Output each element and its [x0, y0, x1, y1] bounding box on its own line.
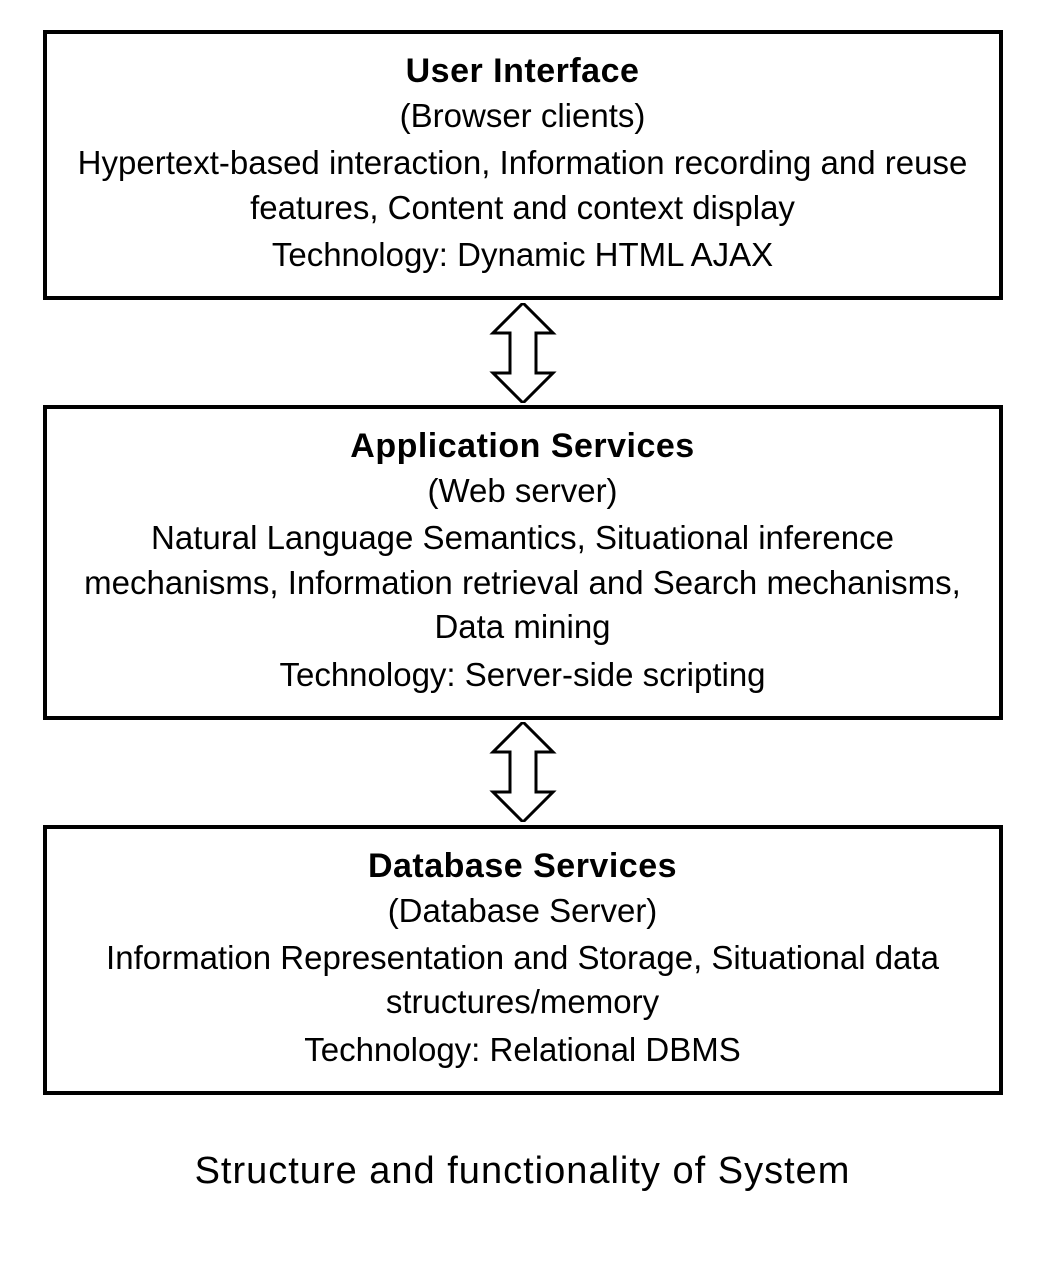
- bidirectional-arrow-icon: [458, 300, 588, 405]
- layer-title: Application Services: [77, 427, 969, 466]
- layer-user-interface: User Interface (Browser clients) Hyperte…: [43, 30, 1003, 300]
- diagram-caption: Structure and functionality of System: [195, 1150, 851, 1193]
- layer-description: Hypertext-based interaction, Information…: [77, 141, 969, 230]
- layer-subtitle: (Browser clients): [77, 97, 969, 135]
- layer-technology: Technology: Relational DBMS: [77, 1031, 969, 1069]
- layer-technology: Technology: Server-side scripting: [77, 656, 969, 694]
- layer-technology: Technology: Dynamic HTML AJAX: [77, 236, 969, 274]
- layer-description: Information Representation and Storage, …: [77, 936, 969, 1025]
- layer-subtitle: (Web server): [77, 472, 969, 510]
- layer-title: Database Services: [77, 847, 969, 886]
- layer-description: Natural Language Semantics, Situational …: [77, 516, 969, 650]
- bidirectional-arrow-icon: [458, 720, 588, 825]
- layer-database-services: Database Services (Database Server) Info…: [43, 825, 1003, 1095]
- layer-subtitle: (Database Server): [77, 892, 969, 930]
- layer-application-services: Application Services (Web server) Natura…: [43, 405, 1003, 720]
- architecture-diagram: User Interface (Browser clients) Hyperte…: [40, 30, 1005, 1193]
- layer-title: User Interface: [77, 52, 969, 91]
